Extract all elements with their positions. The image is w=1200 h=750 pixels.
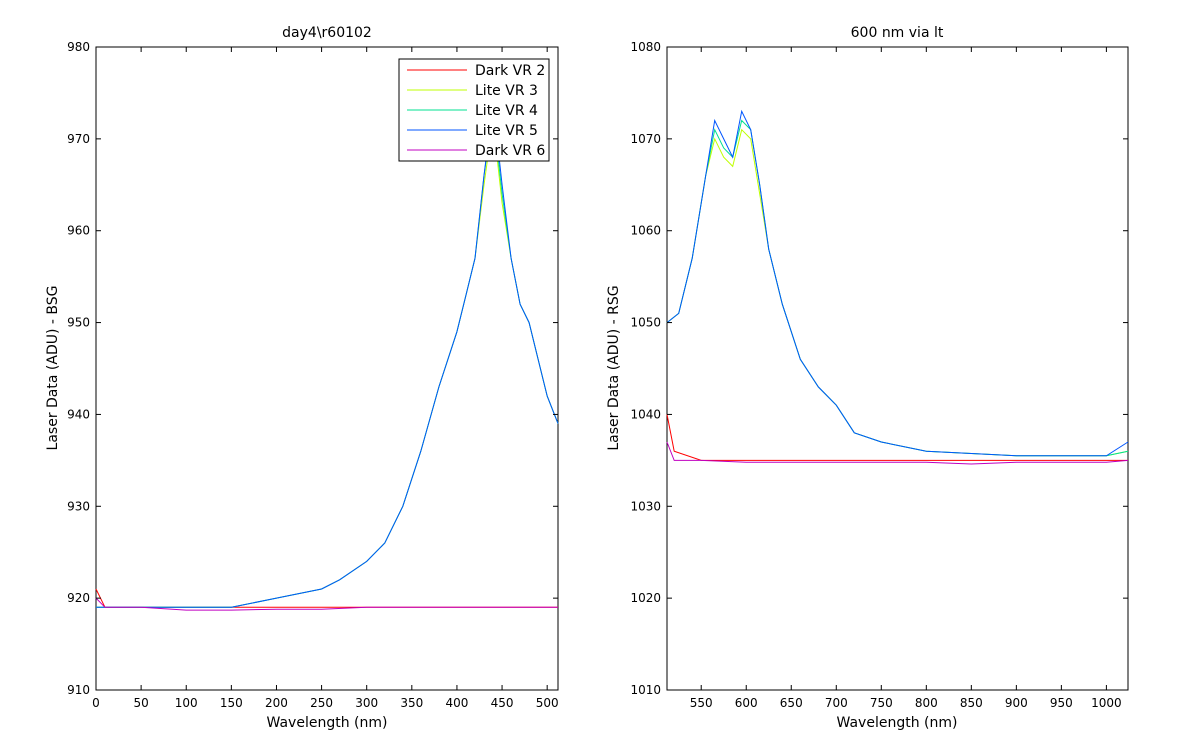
left-x-tick-label: 200 bbox=[265, 696, 288, 710]
left-chart-title: day4\r60102 bbox=[282, 25, 372, 41]
right-series-layer bbox=[666, 109, 1129, 465]
legend-label-dark-vr-2: Dark VR 2 bbox=[475, 63, 545, 79]
legend-label-lite-vr-4: Lite VR 4 bbox=[475, 103, 538, 119]
legend-label-lite-vr-5: Lite VR 5 bbox=[475, 123, 538, 139]
left-series-lite-vr-5 bbox=[96, 102, 559, 608]
legend-label-lite-vr-3: Lite VR 3 bbox=[475, 83, 538, 99]
right-x-tick-label: 1000 bbox=[1091, 696, 1122, 710]
left-y-tick-label: 970 bbox=[67, 132, 90, 146]
right-y-tick-label: 1080 bbox=[630, 40, 661, 54]
right-y-tick-label: 1050 bbox=[630, 316, 661, 330]
left-y-tick-label: 960 bbox=[67, 224, 90, 238]
left-x-axis-label: Wavelength (nm) bbox=[267, 715, 388, 731]
right-x-tick-label: 550 bbox=[690, 696, 713, 710]
right-x-tick-label: 700 bbox=[825, 696, 848, 710]
right-y-axis-label: Laser Data (ADU) - RSG bbox=[606, 285, 622, 450]
right-x-tick-label: 850 bbox=[960, 696, 983, 710]
right-plot-area bbox=[666, 46, 1129, 691]
left-ticks-layer: 0 50 100 150 200 250 300 350 400 450 500 910 920 930 9… bbox=[67, 40, 559, 710]
left-y-tick-label: 920 bbox=[67, 591, 90, 605]
right-x-tick-label: 650 bbox=[780, 696, 803, 710]
left-x-tick-label: 450 bbox=[491, 696, 514, 710]
left-x-tick-label: 150 bbox=[220, 696, 243, 710]
left-y-axis-label: Laser Data (ADU) - BSG bbox=[45, 286, 61, 451]
left-y-tick-label: 940 bbox=[67, 407, 90, 421]
left-series-layer bbox=[95, 102, 559, 611]
right-x-tick-label: 750 bbox=[870, 696, 893, 710]
left-y-tick-label: 950 bbox=[67, 316, 90, 330]
right-x-tick-label: 900 bbox=[1005, 696, 1028, 710]
right-y-tick-label: 1060 bbox=[630, 224, 661, 238]
right-x-tick-label: 800 bbox=[915, 696, 938, 710]
right-y-tick-label: 1020 bbox=[630, 591, 661, 605]
left-y-tick-label: 980 bbox=[67, 40, 90, 54]
left-x-tick-label: 400 bbox=[445, 696, 468, 710]
right-series-dark-vr-6 bbox=[666, 441, 1129, 465]
legend: Dark VR 2 Lite VR 3 Lite VR 4 Lite VR 5 Dark… bbox=[398, 58, 550, 162]
right-y-tick-label: 1010 bbox=[630, 683, 661, 697]
right-x-tick-label: 600 bbox=[735, 696, 758, 710]
right-x-tick-label: 950 bbox=[1050, 696, 1073, 710]
left-series-dark-vr-6 bbox=[95, 597, 558, 611]
left-x-tick-label: 0 bbox=[92, 696, 100, 710]
right-ticks-layer: 550 600 650 700 750 800 850 900 950 1000 1010 1020 1… bbox=[630, 40, 1128, 710]
left-x-tick-label: 500 bbox=[536, 696, 559, 710]
left-x-tick-label: 100 bbox=[175, 696, 198, 710]
right-y-tick-label: 1070 bbox=[630, 132, 661, 146]
left-x-tick-label: 250 bbox=[310, 696, 333, 710]
right-chart: 550 600 650 700 750 800 850 900 950 1000 1010 1020 1… bbox=[606, 25, 1129, 731]
right-x-axis-label: Wavelength (nm) bbox=[837, 715, 958, 731]
right-series-lite-vr-5 bbox=[666, 109, 1129, 457]
right-y-tick-label: 1030 bbox=[630, 499, 661, 513]
right-chart-title: 600 nm via lt bbox=[851, 25, 944, 41]
left-y-tick-label: 930 bbox=[67, 499, 90, 513]
right-y-tick-label: 1040 bbox=[630, 407, 661, 421]
left-chart: 0 50 100 150 200 250 300 350 400 450 500 910 920 930 9… bbox=[45, 25, 559, 731]
legend-label-dark-vr-6: Dark VR 6 bbox=[475, 143, 545, 159]
left-y-tick-label: 910 bbox=[67, 683, 90, 697]
left-x-tick-label: 350 bbox=[400, 696, 423, 710]
left-x-tick-label: 300 bbox=[355, 696, 378, 710]
left-x-tick-label: 50 bbox=[133, 696, 148, 710]
